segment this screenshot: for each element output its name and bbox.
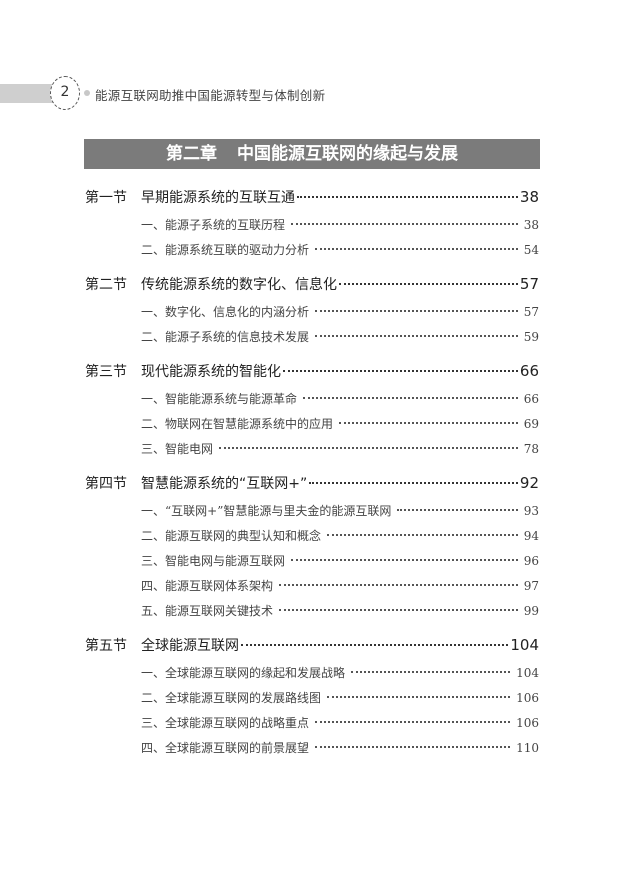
- item-title: 二、能源子系统的信息技术发展: [141, 330, 310, 344]
- dot-leader: [327, 696, 511, 698]
- toc-section[interactable]: 第二节 传统能源系统的数字化、信息化 57: [85, 274, 539, 303]
- item-title: 二、物联网在智慧能源系统中的应用: [141, 417, 334, 431]
- dot-leader: [315, 721, 511, 723]
- section-title: 传统能源系统的数字化、信息化: [141, 277, 337, 293]
- toc-item[interactable]: 二、能源子系统的信息技术发展 59: [85, 328, 539, 353]
- page-ref: 104: [516, 666, 539, 680]
- item-title: 一、智能能源系统与能源革命: [141, 392, 298, 406]
- page-ref: 106: [516, 716, 539, 730]
- toc-item[interactable]: 四、全球能源互联网的前景展望 110: [85, 739, 539, 764]
- toc-section[interactable]: 第五节 全球能源互联网 104: [85, 635, 539, 664]
- dot-leader: [315, 335, 518, 337]
- toc-item[interactable]: 二、物联网在智慧能源系统中的应用 69: [85, 415, 539, 440]
- item-title: 一、“互联网+”智慧能源与里夫金的能源互联网: [141, 504, 392, 518]
- item-title: 三、全球能源互联网的战略重点: [141, 716, 310, 730]
- section-title: 全球能源互联网: [141, 638, 239, 654]
- dot-leader: [303, 397, 518, 399]
- toc-item[interactable]: 一、全球能源互联网的缘起和发展战略 104: [85, 664, 539, 689]
- page-ref: 78: [523, 442, 539, 456]
- section-title: 现代能源系统的智能化: [141, 364, 281, 380]
- item-title: 四、能源互联网体系架构: [141, 579, 274, 593]
- toc-item[interactable]: 二、全球能源互联网的发展路线图 106: [85, 689, 539, 714]
- chapter-number: 第二章: [166, 144, 217, 164]
- toc-section[interactable]: 第四节 智慧能源系统的“互联网+” 92: [85, 473, 539, 502]
- toc-item[interactable]: 四、能源互联网体系架构 97: [85, 577, 539, 602]
- dot-leader: [327, 534, 518, 536]
- dot-leader: [279, 584, 518, 586]
- section-label: 第三节: [85, 364, 127, 380]
- dot-leader: [279, 609, 518, 611]
- dot-leader: [219, 447, 518, 449]
- page-ref: 57: [523, 305, 539, 319]
- dot-leader: [339, 422, 518, 424]
- section-label: 第一节: [85, 190, 127, 206]
- page-ref: 38: [519, 188, 539, 206]
- toc-item[interactable]: 五、能源互联网关键技术 99: [85, 602, 539, 627]
- dot-leader: [297, 196, 518, 198]
- header-bar: [0, 84, 58, 103]
- item-title: 三、智能电网: [141, 442, 214, 456]
- dot-leader: [309, 482, 518, 484]
- item-title: 二、能源互联网的典型认知和概念: [141, 529, 322, 543]
- chapter-title: 中国能源互联网的缘起与发展: [237, 144, 458, 164]
- page-ref: 69: [523, 417, 539, 431]
- page-ref: 96: [523, 554, 539, 568]
- page-ref: 99: [523, 604, 539, 618]
- toc-item[interactable]: 三、智能电网 78: [85, 440, 539, 465]
- item-title: 二、能源系统互联的驱动力分析: [141, 243, 310, 257]
- toc-item[interactable]: 三、智能电网与能源互联网 96: [85, 552, 539, 577]
- page-ref: 66: [523, 392, 539, 406]
- section-label: 第四节: [85, 476, 127, 492]
- page-ref: 104: [510, 636, 539, 654]
- toc-item[interactable]: 二、能源互联网的典型认知和概念 94: [85, 527, 539, 552]
- table-of-contents: 第一节 早期能源系统的互联互通 38 一、能源子系统的互联历程 38 二、能源系统互联的驱…: [85, 187, 539, 764]
- dot-leader: [339, 283, 518, 285]
- toc-section[interactable]: 第三节 现代能源系统的智能化 66: [85, 361, 539, 390]
- dot-leader: [315, 310, 518, 312]
- section-title: 早期能源系统的互联互通: [141, 190, 295, 206]
- item-title: 一、全球能源互联网的缘起和发展战略: [141, 666, 346, 680]
- item-title: 三、智能电网与能源互联网: [141, 554, 286, 568]
- page-ref: 94: [523, 529, 539, 543]
- page-ref: 38: [523, 218, 539, 232]
- item-title: 一、数字化、信息化的内涵分析: [141, 305, 310, 319]
- page-ref: 92: [519, 474, 539, 492]
- dot-leader: [291, 223, 518, 225]
- item-title: 五、能源互联网关键技术: [141, 604, 274, 618]
- dot-leader: [397, 509, 518, 511]
- toc-item[interactable]: 一、能源子系统的互联历程 38: [85, 216, 539, 241]
- dot-leader: [351, 671, 511, 673]
- page-ref: 59: [523, 330, 539, 344]
- section-title: 智慧能源系统的“互联网+”: [141, 476, 308, 492]
- toc-item[interactable]: 三、全球能源互联网的战略重点 106: [85, 714, 539, 739]
- toc-item[interactable]: 一、智能能源系统与能源革命 66: [85, 390, 539, 415]
- item-title: 一、能源子系统的互联历程: [141, 218, 286, 232]
- dot-leader: [315, 746, 511, 748]
- section-label: 第五节: [85, 638, 127, 654]
- dot-leader: [315, 248, 518, 250]
- item-title: 四、全球能源互联网的前景展望: [141, 741, 310, 755]
- toc-item[interactable]: 一、数字化、信息化的内涵分析 57: [85, 303, 539, 328]
- page-ref: 106: [516, 691, 539, 705]
- page-ref: 66: [519, 362, 539, 380]
- item-title: 二、全球能源互联网的发展路线图: [141, 691, 322, 705]
- running-header-title: 能源互联网助推中国能源转型与体制创新: [95, 88, 326, 103]
- page-ref: 54: [523, 243, 539, 257]
- page-ref: 97: [523, 579, 539, 593]
- chapter-heading: 第二章 中国能源互联网的缘起与发展: [84, 139, 540, 169]
- toc-item[interactable]: 二、能源系统互联的驱动力分析 54: [85, 241, 539, 266]
- page-number-circle: [50, 76, 80, 110]
- page-ref: 110: [516, 741, 539, 755]
- bullet-dot-icon: [84, 90, 90, 96]
- dot-leader: [291, 559, 518, 561]
- dot-leader: [241, 644, 509, 646]
- dot-leader: [283, 370, 518, 372]
- toc-section[interactable]: 第一节 早期能源系统的互联互通 38: [85, 187, 539, 216]
- page-ref: 93: [523, 504, 539, 518]
- toc-item[interactable]: 一、“互联网+”智慧能源与里夫金的能源互联网 93: [85, 502, 539, 527]
- section-label: 第二节: [85, 277, 127, 293]
- page-number: 2: [60, 84, 70, 100]
- page-ref: 57: [519, 275, 539, 293]
